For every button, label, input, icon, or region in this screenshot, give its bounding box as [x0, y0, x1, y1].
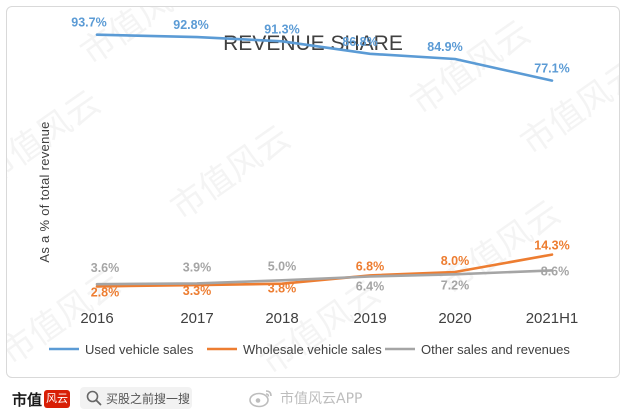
data-label: 93.7%: [71, 16, 106, 30]
data-label: 6.4%: [356, 280, 385, 294]
brand-seal: 风云: [44, 390, 71, 408]
watermark-text: 市值风云: [164, 118, 298, 229]
data-label: 3.9%: [183, 260, 212, 274]
chart-title: REVENUE SHARE: [223, 32, 403, 55]
data-label: 84.9%: [427, 40, 462, 54]
data-label: 86.8%: [342, 35, 377, 49]
data-labels: 93.7% 92.8% 91.3% 86.8% 84.9% 77.1% 2.8% 3.3% 3.…: [71, 16, 569, 300]
legend-label: Other sales and revenues: [421, 342, 570, 357]
series-lines: [95, 33, 554, 288]
series-line-0: [95, 33, 554, 82]
data-label: 3.6%: [91, 261, 120, 275]
data-label: 6.8%: [356, 259, 385, 273]
brand-name: 市值: [12, 390, 43, 409]
data-label: 2.8%: [91, 285, 120, 299]
legend-label: Used vehicle sales: [85, 342, 194, 357]
data-label: 92.8%: [173, 18, 208, 32]
data-label: 77.1%: [534, 62, 569, 76]
legend: Used vehicle sales Wholesale vehicle sale…: [49, 342, 570, 357]
search-placeholder: 买股之前搜一搜: [106, 391, 191, 406]
watermark-text: 市值风云: [404, 13, 538, 124]
x-tick-label: 2016: [80, 310, 113, 327]
x-tick-label: 2017: [180, 310, 213, 327]
weibo-icon: [249, 390, 272, 408]
legend-label: Wholesale vehicle sales: [243, 342, 382, 357]
data-label: 5.0%: [268, 259, 297, 273]
x-tick-label: 2019: [353, 310, 386, 327]
y-axis-label: As a % of total revenue: [37, 121, 52, 262]
app-name: 市值风云APP: [280, 391, 363, 407]
x-tick-label: 2018: [265, 310, 298, 327]
series-line-2: [95, 269, 554, 286]
search-input[interactable]: 买股之前搜一搜: [80, 387, 192, 409]
brand-logo[interactable]: 市值 风云: [12, 387, 71, 411]
data-label: 8.0%: [441, 254, 470, 268]
watermark-text: 市值风云: [7, 83, 108, 194]
x-tick-label: 2021H1: [526, 310, 579, 327]
data-label: 91.3%: [264, 22, 299, 36]
data-label: 3.8%: [268, 282, 297, 296]
data-label: 3.3%: [183, 284, 212, 298]
chart-frame: 市值风云 市值风云 市值风云 市值风云 市值风云 市值风云 市值风云 市值风云 REVENUE…: [6, 6, 620, 378]
data-label: 7.2%: [441, 278, 470, 292]
data-label: 14.3%: [534, 239, 569, 253]
x-axis-ticks: 2016 2017 2018 2019 2020 2021H1: [80, 310, 578, 327]
footer-bar: 市值 风云 买股之前搜一搜 市值风云APP: [0, 382, 626, 416]
data-label: 8.6%: [541, 264, 570, 278]
x-tick-label: 2020: [438, 310, 471, 327]
search-icon: [86, 390, 102, 406]
app-watermark: 市值风云APP: [248, 388, 362, 408]
